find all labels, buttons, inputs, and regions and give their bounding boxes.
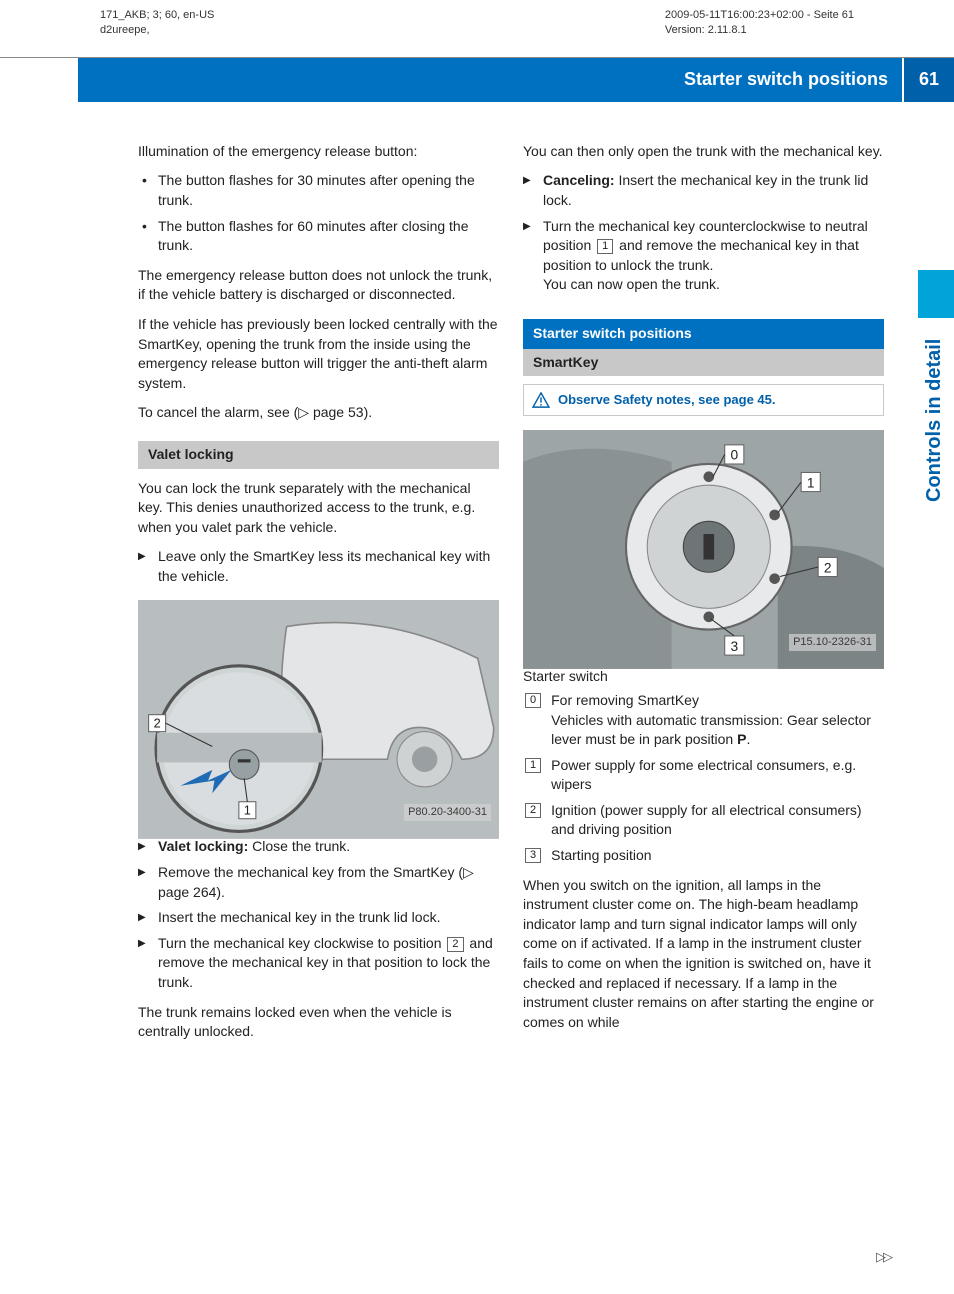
intro-line: Illumination of the emergency release bu… (138, 142, 499, 162)
svg-text:1: 1 (244, 803, 251, 818)
content-columns: Illumination of the emergency release bu… (0, 102, 954, 1052)
legend-item: 1 Power supply for some electrical consu… (523, 756, 884, 795)
cancel-steps: Canceling: Insert the mechanical key in … (523, 171, 884, 295)
list-item: Valet locking: Close the trunk. (154, 837, 499, 857)
paragraph: If the vehicle has previously been locke… (138, 315, 499, 393)
svg-text:1: 1 (807, 476, 815, 491)
meta-right: 2009-05-11T16:00:23+02:00 - Seite 61Vers… (665, 8, 854, 39)
paragraph: You can lock the trunk separately with t… (138, 479, 499, 538)
list-item: The button flashes for 30 minutes after … (154, 171, 499, 210)
starter-switch-heading: Starter switch positions (523, 319, 884, 349)
figure-caption: Starter switch (523, 667, 884, 687)
safety-text: Observe Safety notes, see page 45. (558, 391, 776, 409)
banner-page-number: 61 (902, 58, 954, 102)
valet-steps-2: Valet locking: Close the trunk. Remove t… (138, 837, 499, 992)
list-item: Turn the mechanical key counterclockwise… (539, 217, 884, 295)
continued-icon: ▷▷ (876, 1248, 890, 1266)
page-banner: Starter switch positions 61 (78, 58, 954, 102)
valet-locking-heading: Valet locking (138, 441, 499, 469)
flash-bullets: The button flashes for 30 minutes after … (138, 171, 499, 255)
list-item: Remove the mechanical key from the Smart… (154, 863, 499, 902)
paragraph: The trunk remains locked even when the v… (138, 1003, 499, 1042)
left-column: Illumination of the emergency release bu… (138, 142, 499, 1052)
valet-steps-1: Leave only the SmartKey less its mechani… (138, 547, 499, 586)
svg-text:0: 0 (730, 448, 738, 463)
list-item: The button flashes for 60 minutes after … (154, 217, 499, 256)
safety-note-bar: Observe Safety notes, see page 45. (523, 384, 884, 416)
list-item: Canceling: Insert the mechanical key in … (539, 171, 884, 210)
side-tab-label: Controls in detail (916, 310, 952, 530)
svg-text:2: 2 (154, 716, 161, 731)
svg-text:3: 3 (730, 639, 738, 654)
list-item: Turn the mechanical key clockwise to pos… (154, 934, 499, 993)
list-item: Insert the mechanical key in the trunk l… (154, 908, 499, 928)
closing-paragraph: When you switch on the ignition, all lam… (523, 876, 884, 1033)
warning-triangle-icon (532, 392, 550, 408)
svg-text:2: 2 (824, 561, 832, 576)
meta-left: 171_AKB; 3; 60, en-USd2ureepe, (100, 8, 214, 39)
legend-item: 2 Ignition (power supply for all electri… (523, 801, 884, 840)
legend-item: 3 Starting position (523, 846, 884, 866)
paragraph: To cancel the alarm, see (▷ page 53). (138, 403, 499, 423)
smartkey-subheading: SmartKey (523, 349, 884, 377)
side-tab: Controls in detail (918, 270, 954, 530)
right-column: You can then only open the trunk with th… (523, 142, 884, 1052)
figure-label: P15.10-2326-31 (789, 634, 876, 651)
print-meta-header: 171_AKB; 3; 60, en-USd2ureepe, 2009-05-1… (0, 0, 954, 39)
list-item: Leave only the SmartKey less its mechani… (154, 547, 499, 586)
banner-title: Starter switch positions (78, 58, 902, 102)
paragraph: The emergency release button does not un… (138, 266, 499, 305)
figure-starter-switch: 0 1 2 3 P15.10-2326-31 (523, 430, 884, 655)
paragraph: You can then only open the trunk with th… (523, 142, 884, 162)
figure-valet-key: 2 1 P80.20-3400-31 (138, 600, 499, 825)
figure-label: P80.20-3400-31 (404, 804, 491, 821)
legend-item: 0 For removing SmartKey Vehicles with au… (523, 691, 884, 750)
starter-legend: 0 For removing SmartKey Vehicles with au… (523, 691, 884, 866)
